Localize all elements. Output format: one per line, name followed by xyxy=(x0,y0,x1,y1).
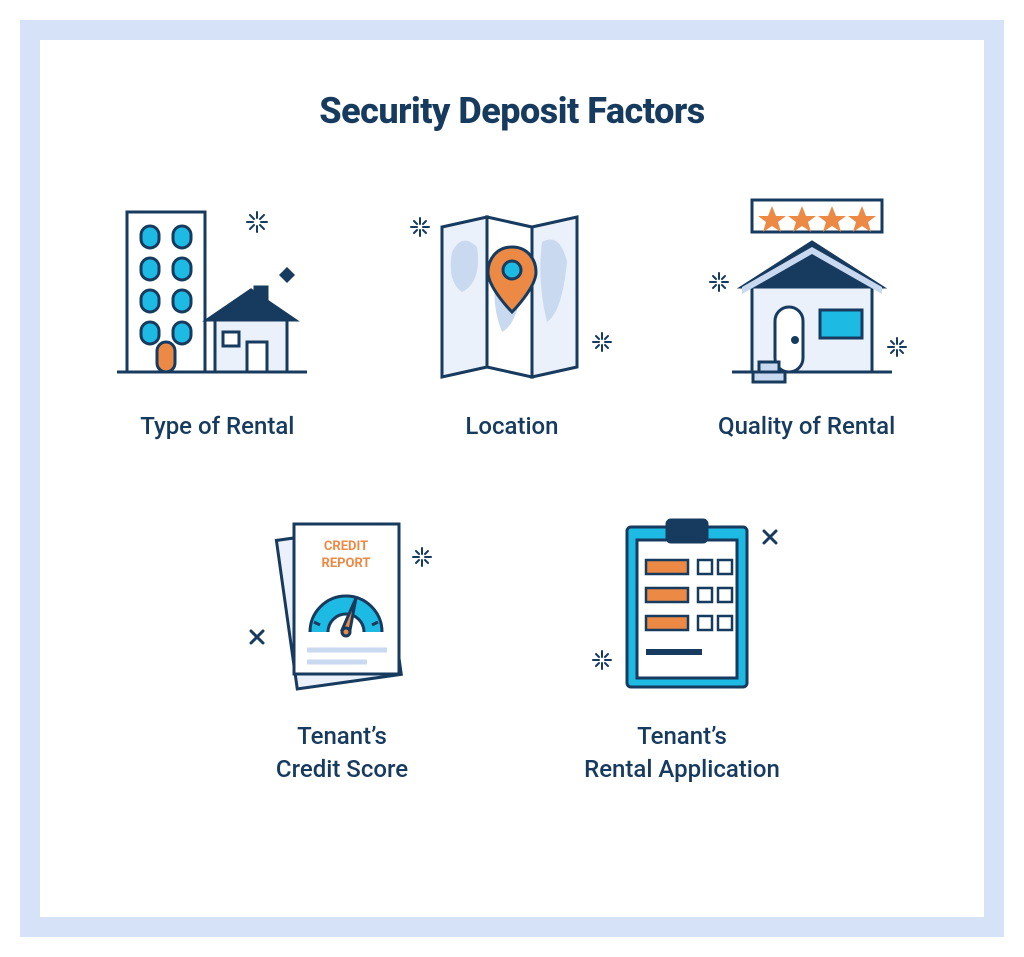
factor-label: Quality of Rental xyxy=(718,410,895,442)
map-pin-icon xyxy=(402,192,622,392)
factor-credit-score: CREDIT REPORT xyxy=(232,502,452,785)
building-house-icon xyxy=(107,192,327,392)
factor-label: Type of Rental xyxy=(140,410,294,442)
credit-report-icon: CREDIT REPORT xyxy=(232,502,452,702)
clipboard-icon xyxy=(572,502,792,702)
house-stars-icon xyxy=(697,192,917,392)
factors-row-top: Type of Rental xyxy=(80,192,944,442)
outer-frame: Security Deposit Factors xyxy=(0,0,1024,957)
infographic-card: Security Deposit Factors xyxy=(20,20,1004,937)
factor-location: Location xyxy=(402,192,622,442)
factor-label: Location xyxy=(465,410,558,442)
factors-row-bottom: CREDIT REPORT xyxy=(80,502,944,785)
factor-label: Tenant’sRental Application xyxy=(584,720,780,785)
factor-type-of-rental: Type of Rental xyxy=(107,192,327,442)
credit-text-line1: CREDIT xyxy=(324,539,368,554)
page-title: Security Deposit Factors xyxy=(80,90,944,132)
factor-quality: Quality of Rental xyxy=(697,192,917,442)
credit-text-line2: REPORT xyxy=(322,556,371,571)
factor-label: Tenant’sCredit Score xyxy=(276,720,408,785)
factor-rental-app: Tenant’sRental Application xyxy=(572,502,792,785)
